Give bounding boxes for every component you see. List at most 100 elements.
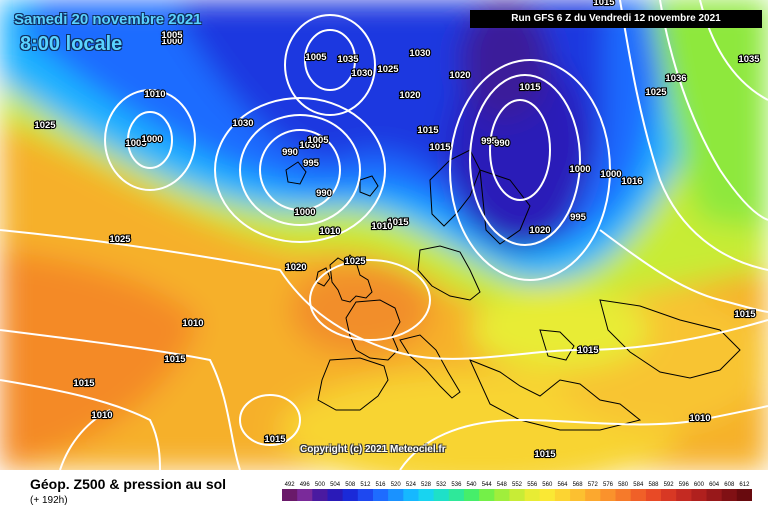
color-scale-legend: 492 496 500 504 508 512 516 520 524 528 532 536 540 5… bbox=[282, 482, 752, 501]
isobar-label: 990 bbox=[494, 138, 510, 149]
legend-value: 528 bbox=[421, 482, 432, 488]
legend-value: 512 bbox=[360, 482, 371, 488]
legend-value: 552 bbox=[512, 482, 523, 488]
isobar-label: 990 bbox=[316, 188, 332, 199]
legend-swatch bbox=[418, 489, 435, 501]
isobar-label: 1020 bbox=[529, 225, 550, 236]
isobar-label: 1000 bbox=[161, 36, 182, 47]
isobar-label: 1010 bbox=[371, 221, 392, 232]
legend-swatch bbox=[494, 489, 510, 501]
isobar-label: 1035 bbox=[337, 54, 359, 65]
legend-value: 568 bbox=[573, 482, 584, 488]
isobar-label: 995 bbox=[481, 136, 498, 147]
legend-value: 608 bbox=[724, 482, 735, 488]
model-run-banner: Run GFS 6 Z du Vendredi 12 novembre 2021 bbox=[470, 10, 762, 28]
isobar-label: 1015 bbox=[164, 354, 186, 365]
legend-swatch bbox=[312, 489, 328, 501]
legend-value: 580 bbox=[618, 482, 629, 488]
legend-value: 592 bbox=[664, 482, 675, 488]
isobar-label: 1030 bbox=[232, 118, 253, 129]
isobar-label: 1010 bbox=[144, 89, 165, 100]
legend-value: 500 bbox=[315, 482, 326, 488]
forecast-time: 8:00 locale bbox=[20, 33, 123, 55]
legend-swatch bbox=[630, 489, 647, 501]
isobar-label: 1025 bbox=[344, 256, 366, 267]
legend-swatch bbox=[721, 489, 738, 501]
legend-swatch bbox=[615, 489, 632, 501]
legend-value: 544 bbox=[482, 482, 493, 488]
isobar-label: 1025 bbox=[34, 120, 56, 131]
legend-value: 572 bbox=[588, 482, 599, 488]
legend-swatch bbox=[388, 489, 404, 501]
legend-swatch bbox=[342, 489, 359, 501]
legend-swatch bbox=[479, 489, 495, 501]
isobar-label: 1015 bbox=[593, 0, 615, 8]
isobar-label: 1005 bbox=[125, 138, 147, 149]
isobar-label: 1025 bbox=[645, 87, 667, 98]
forecast-date: Samedi 20 novembre 2021 bbox=[14, 11, 202, 28]
isobar-label: 990 bbox=[282, 147, 298, 158]
isobar-label: 1016 bbox=[621, 176, 642, 187]
isobar-label: 1025 bbox=[377, 64, 399, 75]
isobar-label: 1015 bbox=[387, 217, 409, 228]
legend-value: 612 bbox=[739, 482, 750, 488]
legend-swatch bbox=[357, 489, 374, 501]
isobar-label: 1030 bbox=[351, 68, 372, 79]
isobar-label: 1025 bbox=[109, 234, 131, 245]
copyright-notice: Copyright (c) 2021 Meteociel.fr bbox=[300, 444, 446, 455]
legend-swatch bbox=[554, 489, 571, 501]
legend-swatch bbox=[448, 489, 465, 501]
legend-swatch bbox=[706, 489, 723, 501]
legend-swatch bbox=[327, 489, 344, 501]
legend-value: 560 bbox=[542, 482, 553, 488]
isobar-label: 1000 bbox=[600, 169, 621, 180]
legend-swatch bbox=[539, 489, 556, 501]
isobar-lines bbox=[0, 0, 768, 470]
legend-value: 492 bbox=[285, 482, 296, 488]
isobar-label: 1020 bbox=[449, 70, 470, 81]
legend-swatch bbox=[570, 489, 586, 501]
legend-value: 508 bbox=[345, 482, 356, 488]
legend-swatch bbox=[600, 489, 617, 501]
isobar-label: 1015 bbox=[519, 82, 541, 93]
z500-color-field bbox=[0, 0, 768, 470]
legend-value: 604 bbox=[709, 482, 720, 488]
legend-value: 536 bbox=[451, 482, 462, 488]
isobar-label: 1010 bbox=[689, 413, 710, 424]
map-title: Géop. Z500 & pression au sol bbox=[30, 476, 227, 492]
isobar-label: 1000 bbox=[569, 164, 590, 175]
isobar-label: 1010 bbox=[319, 226, 340, 237]
legend-swatch bbox=[585, 489, 601, 501]
legend-value: 600 bbox=[694, 482, 705, 488]
forecast-lead-time: (+ 192h) bbox=[30, 495, 68, 506]
isobar-label: 1015 bbox=[734, 309, 756, 320]
legend-swatch bbox=[463, 489, 480, 501]
legend-swatch bbox=[691, 489, 708, 501]
legend-value: 540 bbox=[466, 482, 477, 488]
legend-swatch bbox=[736, 489, 752, 501]
isobar-label: 995 bbox=[303, 158, 320, 169]
legend-swatch bbox=[524, 489, 541, 501]
legend-value: 556 bbox=[527, 482, 538, 488]
legend-swatch bbox=[676, 489, 692, 501]
legend-swatch bbox=[509, 489, 526, 501]
legend-value: 504 bbox=[330, 482, 341, 488]
legend-value: 576 bbox=[603, 482, 614, 488]
legend-value: 596 bbox=[679, 482, 690, 488]
isobar-label: 1030 bbox=[299, 140, 320, 151]
isobar-label: 1035 bbox=[738, 54, 760, 65]
isobar-label: 1010 bbox=[91, 410, 112, 421]
isobar-label: 1005 bbox=[307, 135, 329, 146]
legend-swatch bbox=[433, 489, 450, 501]
legend-swatch bbox=[373, 489, 389, 501]
isobar-label: 1036 bbox=[665, 73, 686, 84]
legend-value: 496 bbox=[300, 482, 311, 488]
isobar-label: 1030 bbox=[409, 48, 430, 59]
isobar-label: 1020 bbox=[285, 262, 306, 273]
isobar-label: 1010 bbox=[182, 318, 203, 329]
legend-value: 516 bbox=[375, 482, 386, 488]
legend-value: 532 bbox=[436, 482, 447, 488]
isobar-label: 1015 bbox=[534, 449, 556, 460]
isobar-label: 1015 bbox=[417, 125, 439, 136]
